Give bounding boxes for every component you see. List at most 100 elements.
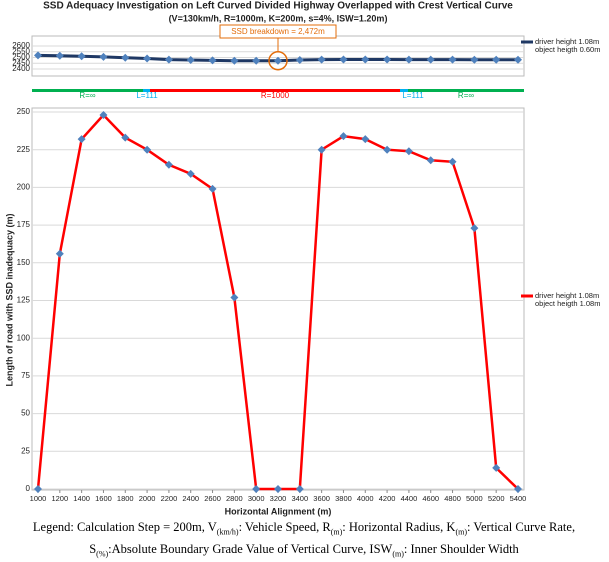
point: [208, 184, 217, 193]
x-tick-label: 1600: [95, 494, 112, 503]
point: [55, 249, 64, 258]
point: [143, 54, 152, 63]
x-tick-label: 3000: [248, 494, 265, 503]
point: [186, 169, 195, 178]
y-tick-label: 2450: [12, 58, 30, 67]
x-tick-label: 3600: [313, 494, 330, 503]
x-tick-label: 2600: [204, 494, 221, 503]
chart-title: SSD Adequacy Investigation on Left Curve…: [43, 1, 513, 12]
plot-area: [31, 107, 525, 491]
x-tick-label: 3200: [270, 494, 287, 503]
point: [361, 135, 370, 144]
chart-subtitle: (V=130km/h, R=1000m, K=200m, s=4%, ISW=1…: [169, 13, 388, 23]
point: [383, 55, 392, 64]
x-tick-label: 1200: [51, 494, 68, 503]
point: [274, 56, 282, 65]
point: [514, 55, 522, 64]
alignment-label: L=111: [402, 91, 424, 100]
point: [317, 55, 326, 64]
point: [426, 55, 435, 64]
y-axis-label: Length of road with SSD inadequacy (m): [4, 213, 14, 386]
point: [143, 145, 152, 154]
x-tick-label: 4800: [444, 494, 461, 503]
series-line: [36, 113, 519, 491]
footer-text: : Vehicle Speed, R: [238, 520, 331, 534]
point: [208, 56, 217, 65]
point: [34, 485, 42, 493]
point: [492, 55, 501, 64]
y-tick-label: 75: [21, 371, 30, 380]
point: [252, 56, 261, 65]
footer-subscript: (km/h): [216, 527, 239, 537]
point: [252, 485, 261, 493]
point: [164, 55, 173, 64]
point: [295, 485, 304, 493]
point: [492, 463, 501, 472]
chart: SSD Adequacy Investigation on Left Curve…: [4, 1, 600, 517]
footer-text: : Inner Shoulder Width: [403, 541, 519, 556]
alignment-segment: [32, 89, 143, 92]
alignment-segment: [150, 89, 400, 92]
x-tick-label: 1800: [117, 494, 134, 503]
y-tick-label: 0: [26, 484, 31, 493]
footer-subscript: (m): [392, 549, 404, 558]
point: [426, 156, 435, 165]
x-tick-label: 4600: [422, 494, 439, 503]
y-tick-label: 2400: [12, 64, 30, 73]
x-axis-label: Horizontal Alignment (m): [225, 506, 332, 516]
x-tick-label: 5000: [466, 494, 483, 503]
y-tick-label: 2550: [12, 47, 30, 56]
point: [55, 51, 64, 60]
point: [339, 132, 348, 141]
point: [361, 55, 370, 64]
point: [404, 55, 413, 64]
annotation: SSD breakdown = 2,472m: [231, 27, 325, 36]
legend-label: driver height 1.08m: [535, 291, 599, 300]
x-tick-label: 4200: [379, 494, 396, 503]
point: [448, 55, 457, 64]
y-tick-label: 175: [17, 220, 31, 229]
x-tick-label: 1400: [73, 494, 90, 503]
y-tick-label: 200: [17, 183, 31, 192]
point: [77, 52, 86, 61]
legend-label: driver height 1.08m: [535, 37, 599, 46]
x-tick-label: 3800: [335, 494, 352, 503]
x-tick-label: 4400: [401, 494, 418, 503]
point: [186, 56, 195, 65]
y-tick-label: 2500: [12, 53, 30, 62]
x-tick-label: 3400: [291, 494, 308, 503]
y-tick-label: 250: [17, 107, 31, 116]
x-tick-label: 4000: [357, 494, 374, 503]
footer-text: : Horizontal Radius, K: [342, 520, 456, 534]
legend-note: object heigth 1.08m: [535, 299, 600, 308]
x-tick-label: 1000: [30, 494, 47, 503]
alignment-label: R=∞: [79, 91, 95, 100]
footer-text: : Vertical Curve Rate, S: [89, 520, 576, 556]
footer-subscript: (%): [96, 549, 109, 558]
point: [274, 485, 282, 493]
x-tick-label: 2800: [226, 494, 243, 503]
footer-subscript: (m): [455, 527, 467, 537]
point: [121, 133, 130, 142]
y-tick-label: 25: [21, 446, 30, 455]
point: [404, 147, 413, 156]
point: [448, 157, 457, 166]
footer-subscript: (m): [330, 527, 343, 537]
point: [230, 56, 239, 65]
x-tick-label: 5400: [510, 494, 527, 503]
footer-text: Legend: Calculation Step = 200m, V: [32, 520, 217, 534]
point: [34, 51, 42, 60]
y-tick-label: 50: [21, 409, 30, 418]
y-tick-label: 100: [17, 333, 31, 342]
x-tick-label: 2200: [161, 494, 178, 503]
alignment-segment: [400, 89, 408, 92]
point: [230, 293, 239, 302]
alignment-label: R=1000: [261, 91, 290, 100]
alignment-segment: [143, 89, 150, 92]
legend-note: object heigth 0.60m: [535, 45, 600, 54]
y-tick-label: 2600: [12, 41, 30, 50]
alignment-segment: [408, 89, 524, 92]
point: [470, 55, 479, 64]
point: [99, 52, 108, 61]
alignment-label: R=∞: [458, 91, 474, 100]
